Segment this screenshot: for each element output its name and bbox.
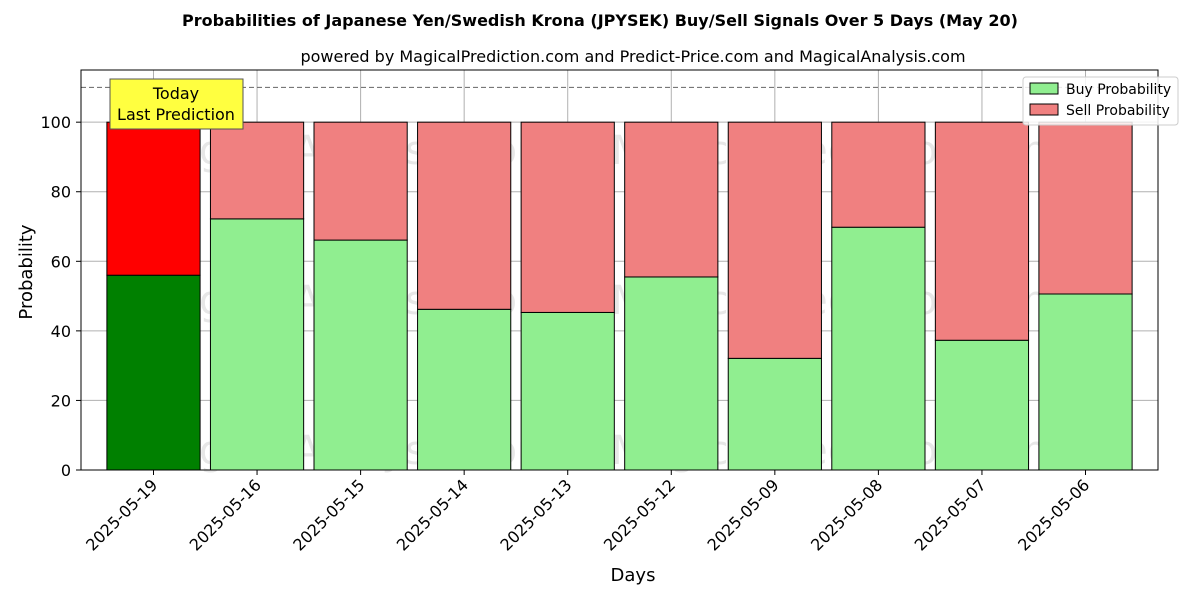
annotation-box [109, 78, 244, 130]
x-tick-label: 2025-05-14 [393, 475, 472, 554]
sell-bar [313, 121, 408, 241]
sell-bar [831, 121, 926, 228]
sell-bar [727, 121, 822, 359]
buy-bar [209, 218, 305, 471]
buy-bar [106, 274, 201, 471]
buy-bar [934, 339, 1030, 471]
x-tick-label: 2025-05-07 [911, 475, 990, 554]
x-tick-label: 2025-05-13 [496, 475, 575, 554]
today-annotation: Today Last Prediction [109, 78, 244, 130]
buy-bar [831, 226, 926, 471]
sell-bar [934, 121, 1030, 341]
sell-bar [624, 121, 719, 278]
buy-bar [520, 311, 615, 471]
y-tick-label: 40 [51, 322, 71, 341]
x-tick-label: 2025-05-15 [289, 475, 368, 554]
y-tick-label: 80 [51, 183, 71, 202]
legend-label-sell: Sell Probability [1066, 103, 1170, 119]
sell-bar [1038, 121, 1133, 295]
plot-frame [80, 69, 1159, 471]
x-axis-label: Days [611, 565, 656, 586]
buy-bar [624, 276, 719, 471]
annotation-line-1: Today [152, 84, 199, 103]
sell-bar [209, 121, 305, 220]
buy-bar [727, 357, 822, 471]
bars [106, 121, 1133, 471]
y-tick-label: 20 [51, 391, 71, 410]
y-axis: 0 20 40 60 80 100 [40, 113, 81, 480]
y-tick-label: 60 [51, 252, 71, 271]
legend-swatch-buy [1029, 82, 1059, 95]
x-tick-label: 2025-05-08 [807, 475, 886, 554]
sell-bar [106, 121, 201, 276]
sell-bar [520, 121, 615, 313]
chart-subtitle: powered by MagicalPrediction.com and Pre… [300, 47, 965, 66]
x-axis: 2025-05-19 2025-05-16 2025-05-15 2025-05-14… [82, 470, 1093, 555]
sell-bar [417, 121, 512, 310]
legend: Buy Probability Sell Probability [1022, 76, 1179, 126]
chart-title: Probabilities of Japanese Yen/Swedish Kr… [182, 11, 1018, 30]
x-tick-label: 2025-05-09 [703, 475, 782, 554]
y-tick-label: 0 [61, 461, 71, 480]
legend-swatch-sell [1029, 103, 1059, 116]
x-tick-label: 2025-05-19 [82, 475, 161, 554]
x-tick-label: 2025-05-06 [1014, 475, 1093, 554]
legend-frame [1022, 76, 1179, 126]
annotation-line-2: Last Prediction [117, 105, 235, 124]
buy-bar [417, 308, 512, 471]
y-tick-label: 100 [40, 113, 71, 132]
y-axis-label: Probability [16, 224, 37, 319]
x-tick-label: 2025-05-12 [600, 475, 679, 554]
x-tick-label: 2025-05-16 [186, 475, 265, 554]
legend-label-buy: Buy Probability [1066, 82, 1171, 98]
buy-bar [313, 239, 408, 471]
buy-bar [1038, 293, 1133, 471]
